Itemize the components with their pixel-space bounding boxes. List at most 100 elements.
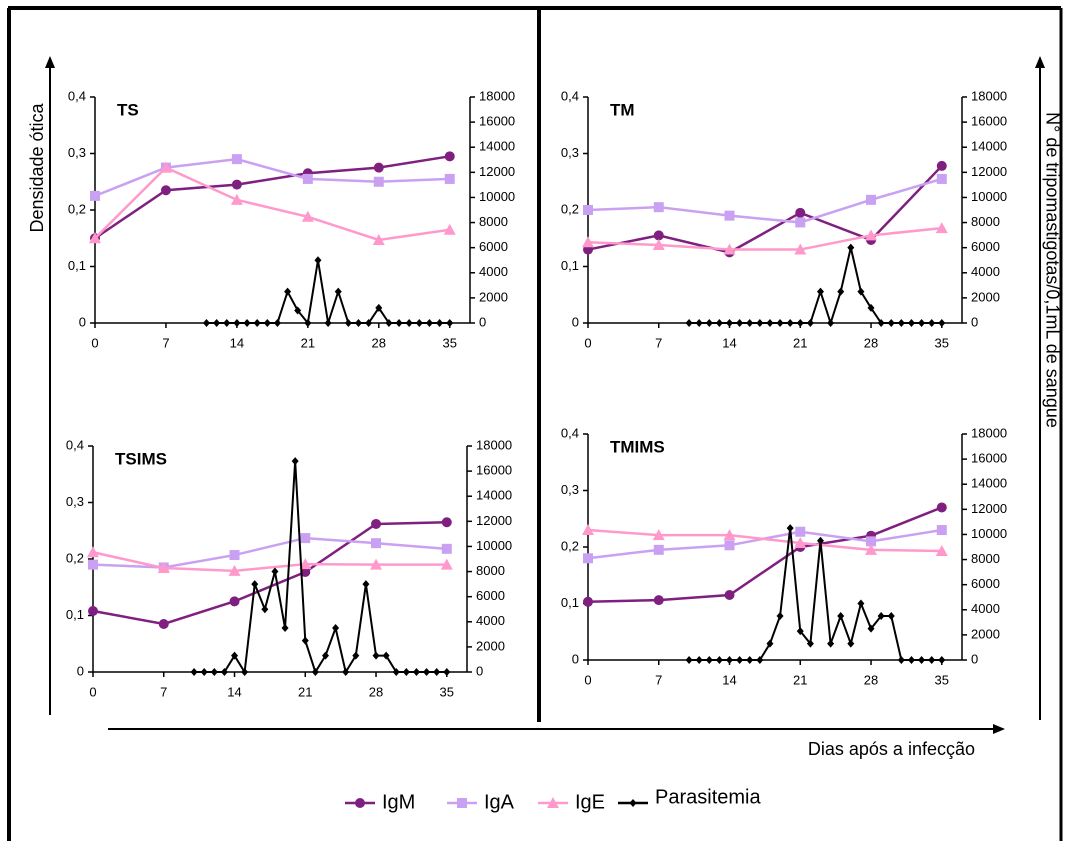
- y-tick-label: 0: [77, 663, 84, 678]
- legend-label: IgM: [382, 791, 415, 813]
- point: [372, 651, 380, 660]
- point: [865, 543, 878, 555]
- point: [837, 612, 845, 621]
- point: [827, 639, 835, 648]
- y2-tick-label: 16000: [971, 451, 1007, 466]
- point: [314, 256, 322, 265]
- point: [652, 239, 665, 251]
- point: [936, 502, 947, 513]
- series-line: [92, 551, 447, 573]
- y-tick-label: 0,2: [68, 201, 86, 216]
- series-line: [94, 157, 450, 198]
- y2-tick-label: 10000: [479, 189, 515, 204]
- y-tick-label: 0,1: [561, 595, 579, 610]
- point: [362, 580, 370, 589]
- point: [371, 518, 382, 529]
- point: [233, 319, 241, 327]
- point: [907, 656, 915, 664]
- point: [200, 668, 208, 676]
- point: [300, 566, 311, 577]
- point: [229, 550, 240, 561]
- x-tick-label: 35: [440, 684, 454, 699]
- point: [332, 624, 340, 633]
- point: [806, 319, 814, 327]
- point: [263, 319, 271, 327]
- y2-tick-label: 6000: [971, 239, 1000, 254]
- y-tick-label: 0,3: [561, 482, 579, 497]
- y2-tick-label: 4000: [971, 264, 1000, 279]
- point: [157, 562, 170, 574]
- point: [756, 656, 764, 664]
- point: [433, 668, 441, 676]
- x-tick-label: 0: [91, 335, 98, 350]
- point: [746, 656, 754, 664]
- y2-tick-label: 10000: [971, 526, 1007, 541]
- point: [370, 558, 383, 570]
- series-line: [689, 247, 942, 327]
- point: [281, 624, 289, 633]
- point: [705, 319, 713, 327]
- point: [229, 596, 240, 607]
- y-tick-label: 0,4: [66, 437, 84, 452]
- point: [395, 319, 403, 327]
- x-tick-label: 35: [442, 335, 456, 350]
- point: [190, 668, 198, 676]
- point: [776, 319, 784, 327]
- y-tick-label: 0,4: [68, 88, 86, 103]
- x-tick-label: 28: [369, 684, 383, 699]
- point: [582, 524, 594, 536]
- point: [373, 162, 384, 173]
- point: [301, 636, 309, 645]
- point: [928, 656, 936, 664]
- point: [715, 319, 723, 327]
- point: [653, 202, 664, 213]
- point: [786, 319, 794, 327]
- series-line: [94, 155, 450, 240]
- point: [294, 306, 302, 315]
- x-tick-label: 14: [230, 335, 244, 350]
- y-tick-label: 0,4: [561, 425, 579, 440]
- point: [321, 651, 329, 660]
- point: [444, 173, 455, 184]
- point: [202, 319, 210, 327]
- point: [443, 223, 456, 235]
- series-line: [587, 226, 942, 251]
- x-tick-label: 7: [655, 672, 662, 687]
- point: [796, 627, 804, 636]
- y2-tick-label: 10000: [971, 189, 1007, 204]
- point: [857, 599, 865, 608]
- point: [887, 612, 895, 621]
- y2-tick-label: 4000: [479, 264, 508, 279]
- point: [342, 668, 350, 676]
- point: [324, 319, 332, 327]
- y-tick-label: 0,1: [561, 258, 579, 273]
- y2-tick-label: 16000: [971, 114, 1007, 129]
- point: [284, 287, 292, 296]
- y2-tick-label: 0: [971, 651, 978, 666]
- point: [300, 533, 311, 544]
- point: [724, 590, 735, 601]
- y-tick-label: 0,1: [66, 607, 84, 622]
- y-tick-label: 0,2: [561, 538, 579, 553]
- point: [685, 656, 693, 664]
- point: [847, 243, 855, 252]
- point: [866, 194, 877, 205]
- point: [897, 319, 905, 327]
- point: [253, 319, 261, 327]
- point: [210, 668, 218, 676]
- point: [441, 517, 452, 528]
- y2-tick-label: 8000: [476, 563, 505, 578]
- point: [877, 612, 885, 621]
- point: [392, 668, 400, 676]
- y2-tick-label: 0: [476, 663, 483, 678]
- point: [444, 151, 455, 162]
- point: [159, 161, 172, 173]
- legend-marker: [629, 799, 637, 807]
- point: [299, 558, 312, 570]
- point: [87, 546, 99, 558]
- point: [653, 595, 664, 606]
- point: [273, 319, 281, 327]
- point: [231, 179, 242, 190]
- point: [88, 559, 98, 570]
- x-tick-label: 0: [584, 672, 591, 687]
